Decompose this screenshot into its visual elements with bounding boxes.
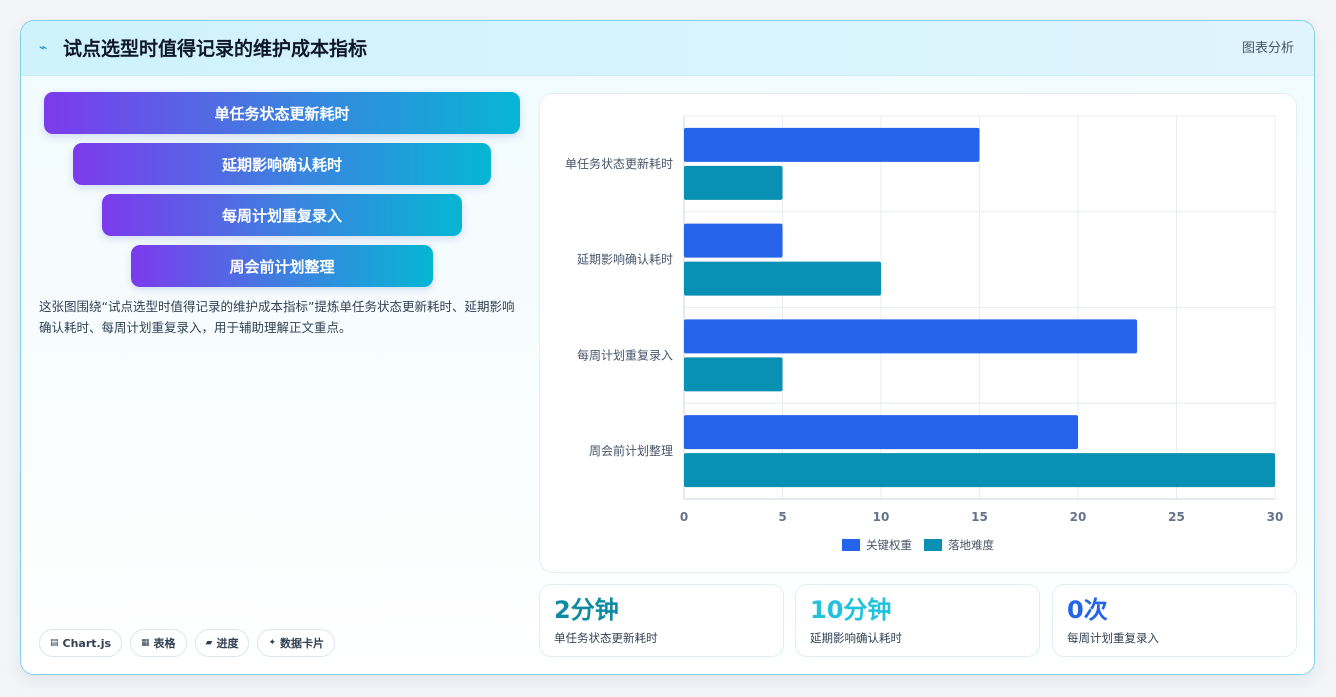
bar-difficulty (684, 453, 1275, 488)
y-tick-label: 单任务状态更新耗时 (565, 156, 673, 171)
x-tick-label: 25 (1168, 510, 1185, 524)
tag-data-card[interactable]: ✦ 数据卡片 (257, 629, 336, 657)
funnel-step-3: 每周计划重复录入 (102, 194, 462, 236)
legend-label: 落地难度 (948, 538, 994, 552)
bar-key-weight (684, 319, 1138, 354)
funnel-step-2: 延期影响确认耗时 (73, 143, 491, 185)
tag-table[interactable]: ▦ 表格 (130, 629, 187, 657)
tag-label: 数据卡片 (280, 637, 325, 650)
chart-description: 这张图围绕“试点选型时值得记录的维护成本指标”提炼单任务状态更新耗时、延期影响确… (39, 299, 515, 335)
main-card: ⌁ 试点选型时值得记录的维护成本指标 图表分析 单任务状态更新耗时 延期影响确认… (20, 20, 1315, 675)
tag-progress[interactable]: ▰ 进度 (194, 629, 250, 657)
stat-value: 10分钟 (810, 596, 892, 624)
stat-label: 延期影响确认耗时 (810, 631, 902, 645)
tag-label: 进度 (216, 637, 239, 650)
legend-swatch (842, 539, 860, 551)
page-title: 试点选型时值得记录的维护成本指标 (63, 38, 368, 60)
stat-label: 每周计划重复录入 (1067, 631, 1159, 645)
pulse-icon: ⌁ (39, 40, 48, 56)
stat-value: 0次 (1067, 596, 1108, 624)
stat-card-1: 2分钟 单任务状态更新耗时 (539, 584, 784, 657)
funnel-step-1: 单任务状态更新耗时 (44, 92, 520, 134)
stat-value: 2分钟 (554, 596, 619, 624)
bar-key-weight (684, 127, 980, 162)
y-tick-label: 延期影响确认耗时 (577, 252, 673, 267)
chart-analysis-label: 图表分析 (1241, 41, 1294, 56)
x-tick-label: 15 (971, 510, 988, 524)
funnel-step-4: 周会前计划整理 (131, 245, 433, 287)
chart-panel: 单任务状态更新耗时延期影响确认耗时 每周计划重复录入周会前计划整理 0 5 10 15 20… (539, 93, 1297, 573)
funnel-step-label: 延期影响确认耗时 (221, 155, 342, 174)
legend-swatch (924, 539, 942, 551)
bar-difficulty (684, 261, 881, 296)
chart-icon: ▤ (50, 638, 59, 648)
bar-key-weight (684, 415, 1078, 450)
stat-card-3: 0次 每周计划重复录入 (1052, 584, 1297, 657)
x-tick-label: 20 (1070, 510, 1087, 524)
legend-label: 关键权重 (866, 538, 912, 552)
y-tick-label: 每周计划重复录入 (577, 347, 673, 362)
x-tick-label: 0 (680, 510, 688, 524)
x-tick-label: 10 (873, 510, 890, 524)
tag-label: 表格 (153, 637, 176, 650)
tag-chartjs[interactable]: ▤ Chart.js (39, 629, 123, 657)
funnel-step-label: 单任务状态更新耗时 (214, 104, 350, 123)
tag-label: Chart.js (62, 636, 112, 650)
card-header: ⌁ 试点选型时值得记录的维护成本指标 图表分析 (21, 21, 1314, 76)
stat-card-2: 10分钟 延期影响确认耗时 (795, 584, 1040, 657)
sparkle-icon: ✦ (268, 638, 277, 648)
bar-difficulty (684, 357, 783, 392)
funnel-step-label: 每周计划重复录入 (221, 206, 342, 225)
progress-icon: ▰ (205, 638, 213, 648)
bar-difficulty (684, 165, 783, 200)
y-tick-label: 周会前计划整理 (589, 443, 673, 458)
x-tick-label: 5 (778, 510, 786, 524)
table-icon: ▦ (141, 638, 150, 648)
stat-label: 单任务状态更新耗时 (554, 631, 658, 645)
x-tick-label: 30 (1267, 510, 1284, 524)
bar-key-weight (684, 223, 783, 258)
tag-list: ▤ Chart.js ▦ 表格 ▰ 进度 ✦ 数据卡片 (39, 629, 336, 657)
funnel-step-label: 周会前计划整理 (229, 257, 335, 276)
